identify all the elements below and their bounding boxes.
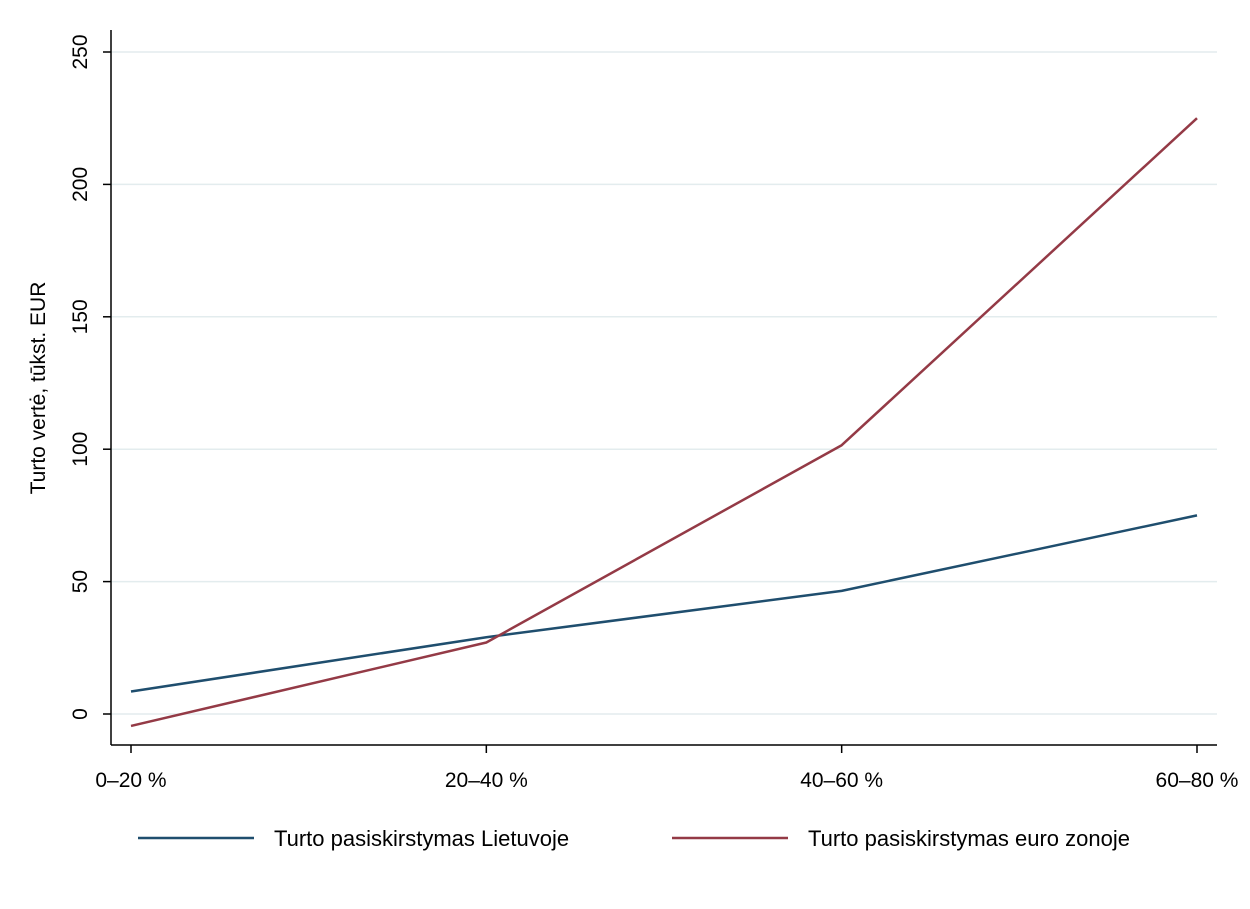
- x-tick-label: 40–60 %: [800, 769, 883, 792]
- y-ticks: 0 50 100 150 200 250: [69, 34, 111, 720]
- legend-label-1: Turto pasiskirstymas Lietuvoje: [274, 826, 569, 851]
- x-tick-label: 60–80 %: [1156, 769, 1239, 792]
- y-tick-label: 0: [69, 708, 92, 720]
- y-tick-label: 100: [69, 432, 92, 467]
- y-tick-label: 200: [69, 167, 92, 202]
- legend-label-2: Turto pasiskirstymas euro zonoje: [808, 826, 1130, 851]
- y-tick-label: 150: [69, 299, 92, 334]
- axes: [110, 30, 1217, 746]
- x-tick-label: 20–40 %: [445, 769, 528, 792]
- series-line-1: [130, 514, 1198, 693]
- series-line-2: [130, 117, 1198, 728]
- x-ticks: 0–20 % 20–40 % 40–60 % 60–80 %: [95, 745, 1238, 792]
- legend: Turto pasiskirstymas Lietuvoje Turto pasi…: [138, 826, 1130, 851]
- x-tick-label: 0–20 %: [95, 769, 166, 792]
- y-axis-title: Turto vertė, tūkst. EUR: [27, 282, 50, 495]
- y-tick-label: 250: [69, 34, 92, 69]
- gridlines: [111, 51, 1217, 715]
- y-tick-label: 50: [69, 570, 92, 593]
- series-lines: [130, 117, 1198, 728]
